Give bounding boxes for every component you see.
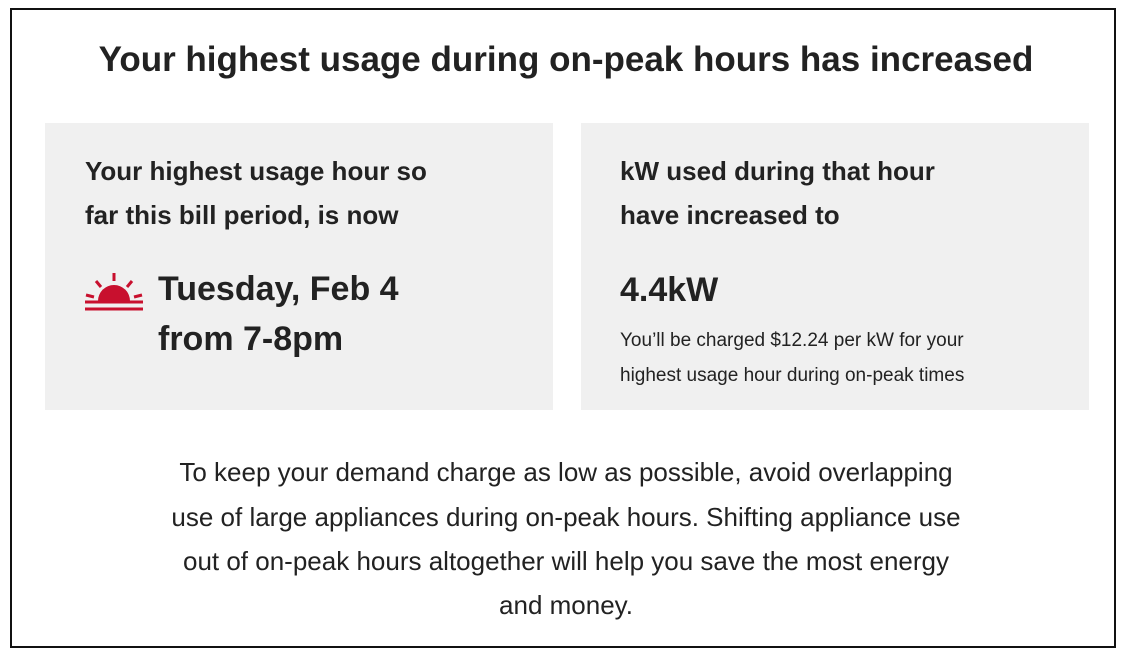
card-heading: have increased to [620, 200, 840, 230]
card-value: from 7-8pm [158, 320, 344, 358]
right-card: kW used during that hour have increased … [581, 123, 1089, 410]
card-note: You’ll be charged $12.24 per kW for your [620, 330, 964, 351]
sun-icon [85, 273, 143, 311]
footer-text: use of large appliances during on-peak h… [171, 502, 961, 532]
left-card: Your highest usage hour so far this bill… [45, 123, 553, 410]
card-value: Tuesday, Feb 4 [158, 270, 399, 308]
card-note: highest usage hour during on-peak times [620, 365, 965, 386]
title: Your highest usage during on-peak hours … [98, 40, 1034, 79]
card-value: 4.4kW [620, 271, 719, 309]
card-heading: far this bill period, is now [85, 200, 399, 230]
footer-text: To keep your demand charge as low as pos… [179, 457, 953, 487]
footer-text: out of on-peak hours altogether will hel… [182, 546, 949, 576]
card-heading: Your highest usage hour so [85, 156, 427, 186]
footer-text: and money. [499, 590, 633, 620]
card-heading: kW used during that hour [620, 156, 935, 186]
